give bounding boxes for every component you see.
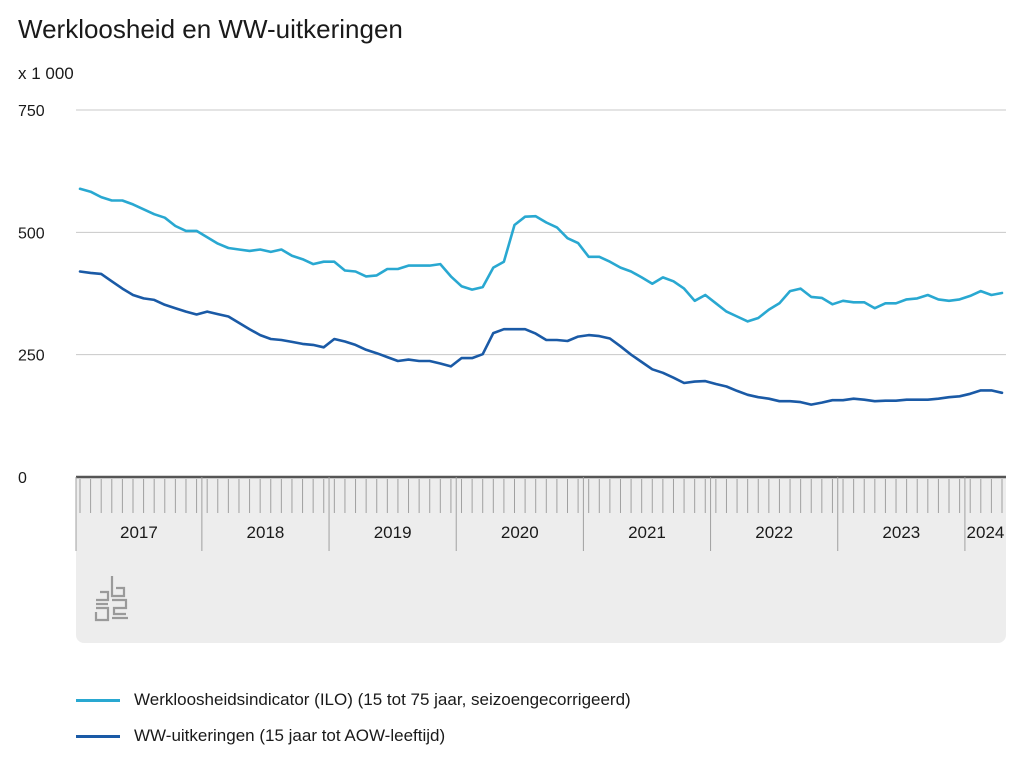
x-axis-band — [76, 477, 1006, 643]
legend-label-ww: WW-uitkeringen (15 jaar tot AOW-leeftijd… — [134, 726, 446, 745]
x-year-label: 2021 — [628, 523, 666, 542]
x-year-label: 2024 — [967, 523, 1005, 542]
x-year-label: 2017 — [120, 523, 158, 542]
x-year-label: 2022 — [755, 523, 793, 542]
x-axis-band-top — [76, 477, 1006, 497]
cbs-logo-icon — [94, 576, 128, 622]
y-tick-label: 500 — [18, 225, 45, 242]
x-year-label: 2018 — [247, 523, 285, 542]
y-axis-unit-label: x 1 000 — [18, 64, 74, 83]
y-tick-label: 250 — [18, 348, 45, 365]
legend-label-ilo: Werkloosheidsindicator (ILO) (15 tot 75 … — [134, 690, 631, 709]
x-year-label: 2020 — [501, 523, 539, 542]
line-chart: 0 250 500 750 2017 2018 2019 2020 2021 2022 2023 20… — [18, 103, 1006, 643]
x-year-label: 2023 — [882, 523, 920, 542]
series-line-ilo — [78, 187, 1004, 323]
y-tick-label: 750 — [18, 103, 45, 120]
legend: Werkloosheidsindicator (ILO) (15 tot 75 … — [76, 682, 631, 754]
series-line-ww — [78, 270, 1004, 406]
x-year-label: 2019 — [374, 523, 412, 542]
legend-swatch-ww — [76, 734, 120, 738]
legend-swatch-ilo — [76, 698, 120, 702]
legend-item-ww[interactable]: WW-uitkeringen (15 jaar tot AOW-leeftijd… — [76, 718, 631, 754]
y-tick-label: 0 — [18, 470, 27, 487]
legend-item-ilo[interactable]: Werkloosheidsindicator (ILO) (15 tot 75 … — [76, 682, 631, 718]
chart-title: Werkloosheid en WW-uitkeringen — [18, 14, 403, 44]
